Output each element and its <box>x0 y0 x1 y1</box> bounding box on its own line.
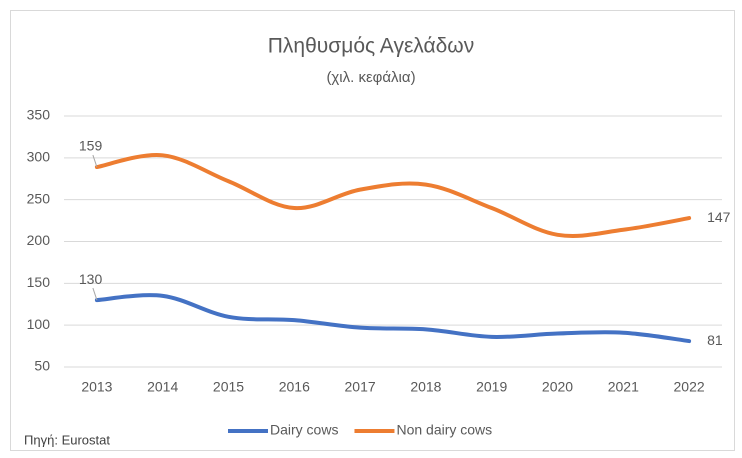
x-tick-label: 2022 <box>674 379 705 395</box>
y-tick-label: 300 <box>27 149 51 165</box>
y-tick-label: 250 <box>27 190 51 206</box>
y-tick-label: 50 <box>34 358 50 374</box>
x-tick-label: 2019 <box>476 379 507 395</box>
source-note: Πηγή: Eurostat <box>24 432 110 447</box>
x-tick-label: 2016 <box>279 379 310 395</box>
y-tick-label: 200 <box>27 232 51 248</box>
x-tick-label: 2017 <box>345 379 376 395</box>
x-tick-label: 2015 <box>213 379 244 395</box>
x-tick-label: 2013 <box>81 379 112 395</box>
x-tick-label: 2020 <box>542 379 573 395</box>
x-tick-label: 2014 <box>147 379 178 395</box>
y-tick-label: 100 <box>27 316 51 332</box>
leader-line <box>92 287 98 301</box>
x-tick-label: 2021 <box>608 379 639 395</box>
data-label: 81 <box>707 332 723 348</box>
legend-label: Dairy cows <box>270 422 338 438</box>
chart-subtitle: (χιλ. κεφάλια) <box>326 69 415 86</box>
legend-label: Non dairy cows <box>396 422 492 438</box>
y-tick-label: 350 <box>27 107 51 123</box>
x-tick-label: 2018 <box>410 379 441 395</box>
data-label: 130 <box>79 271 103 287</box>
y-tick-label: 150 <box>27 274 51 290</box>
series-line <box>94 153 692 238</box>
leader-line <box>92 154 98 168</box>
chart-title: Πληθυσμός Αγελάδων <box>268 35 474 58</box>
data-label: 159 <box>79 138 103 154</box>
data-label: 147 <box>707 209 731 225</box>
series-line <box>94 293 692 344</box>
